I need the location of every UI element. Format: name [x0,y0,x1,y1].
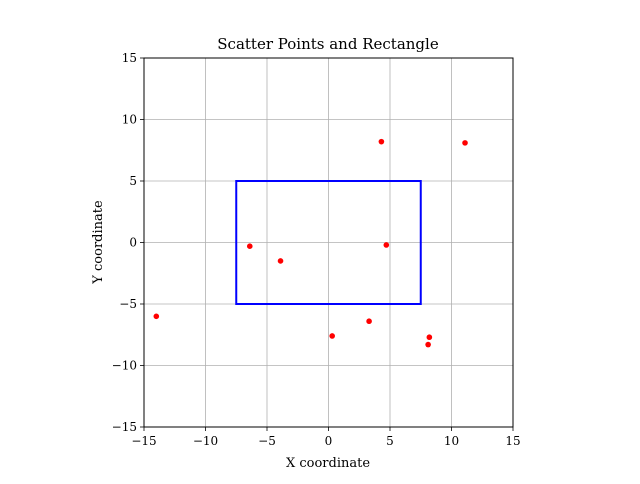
scatter-point [383,242,390,248]
y-tick-label: 0 [129,236,137,250]
y-tick-label: 15 [122,51,137,65]
y-tick-label: −15 [112,420,137,434]
scatter-point [425,341,431,348]
x-tick-label: 5 [386,434,394,448]
scatter-point [329,333,335,339]
x-tick-label: 10 [444,434,459,448]
axis-ticks: −15 −10 −5 0 5 10 15 −15 −10 −5 0 5 10 15 [112,51,521,448]
y-tick-label: −10 [112,359,137,373]
scatter-point [426,334,433,341]
x-tick-label: −10 [193,434,218,448]
x-tick-label: 15 [505,434,520,448]
scatter-point [246,243,253,249]
scatter-point [378,138,385,145]
rectangle-outline [235,180,422,305]
x-tick-label: 0 [325,434,333,448]
y-tick-label: −5 [119,297,137,311]
rectangle-layer [235,180,422,305]
scatter-point [277,258,284,264]
y-tick-label: 5 [129,174,137,188]
scatter-point [366,318,372,325]
x-axis-label: X coordinate [286,456,370,471]
x-tick-label: −5 [258,434,276,448]
scatter-point [462,140,468,146]
grid-lines [143,57,514,428]
chart-title: Scatter Points and Rectangle [217,35,439,53]
x-tick-label: −15 [131,434,156,448]
y-axis-label: Y coordinate [91,200,106,285]
points-layer [153,138,468,348]
y-tick-label: 10 [122,113,137,127]
scatter-point [153,313,160,320]
